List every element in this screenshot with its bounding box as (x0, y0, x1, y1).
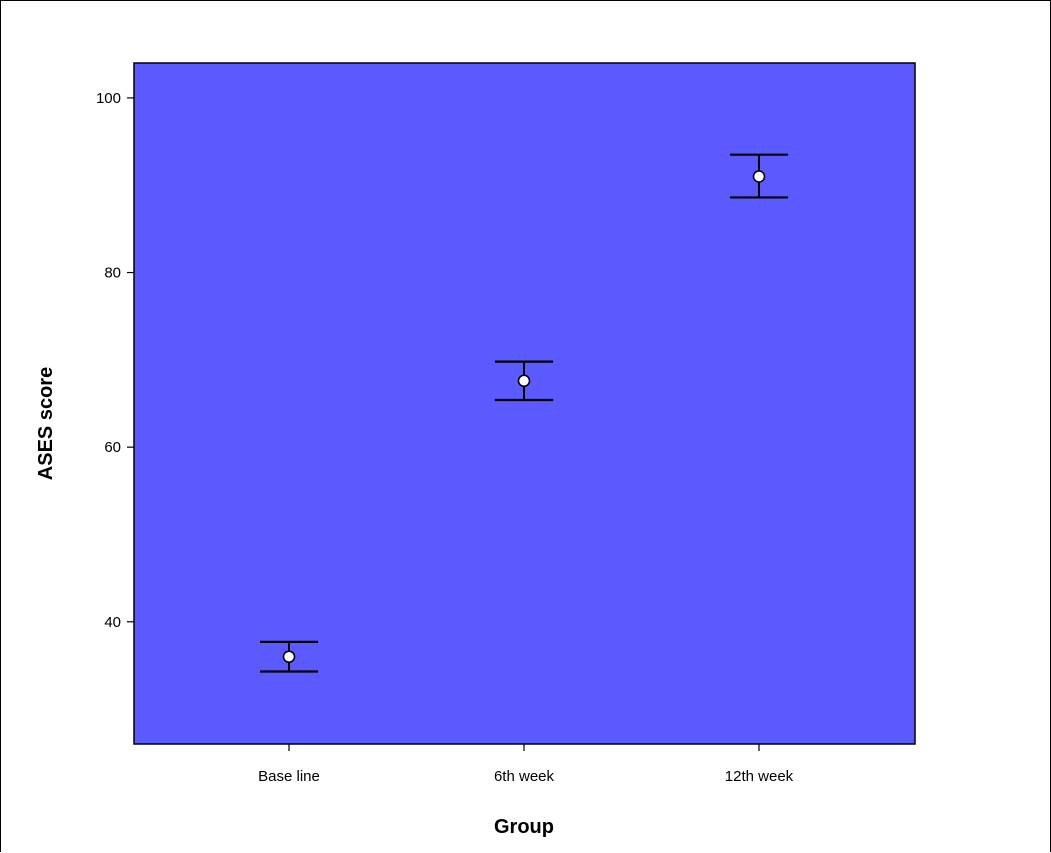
y-tick-label: 80 (104, 265, 121, 282)
mean-point (752, 170, 766, 183)
error-bar-group (260, 640, 318, 673)
y-tick-label: 60 (104, 439, 121, 456)
data-marks (260, 153, 788, 673)
y-axis: 40 60 80 100 (96, 90, 134, 631)
y-axis-title: ASES score (35, 367, 57, 480)
x-axis: Base line 6th week 12th week (258, 744, 794, 785)
x-tick-label: 6th week (494, 768, 555, 785)
x-tick-label: Base line (258, 768, 320, 785)
y-tick-label: 100 (96, 90, 121, 107)
mean-point (282, 650, 296, 663)
error-bar-group (495, 360, 553, 402)
mean-point (517, 374, 531, 388)
plot-area (133, 62, 916, 745)
y-tick-label: 40 (104, 614, 121, 631)
x-tick-label: 12th week (725, 768, 794, 785)
error-bar-group (730, 153, 788, 199)
x-axis-title: Group (494, 816, 554, 838)
